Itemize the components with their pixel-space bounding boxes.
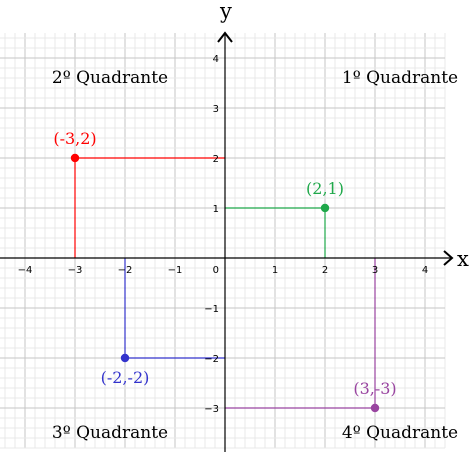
x-axis-label: x	[457, 247, 469, 271]
x-tick-label: −4	[18, 265, 33, 276]
y-tick-label: 2	[213, 154, 219, 165]
data-point	[121, 354, 129, 362]
quadrant-label: 3º Quadrante	[52, 423, 168, 443]
y-axis-label: y	[219, 0, 232, 23]
data-point	[321, 204, 329, 212]
y-tick-label: −3	[204, 404, 219, 415]
x-tick-label: 2	[322, 265, 328, 276]
point-label: (2,1)	[306, 179, 344, 198]
x-tick-label: 1	[272, 265, 278, 276]
point-label: (-2,-2)	[101, 368, 150, 387]
point-label: (3,-3)	[353, 379, 396, 398]
x-tick-label: 4	[422, 265, 428, 276]
data-point	[371, 404, 379, 412]
point-label: (-3,2)	[53, 129, 96, 148]
y-tick-label: 4	[213, 54, 219, 65]
y-tick-label: −2	[204, 354, 219, 365]
y-tick-label: −1	[204, 304, 219, 315]
x-tick-label: −1	[168, 265, 183, 276]
x-tick-label: −2	[118, 265, 133, 276]
y-tick-label: 1	[213, 204, 219, 215]
quadrant-label: 4º Quadrante	[342, 423, 458, 443]
origin-label: 0	[213, 265, 219, 276]
x-tick-label: 3	[372, 265, 378, 276]
data-point	[71, 154, 79, 162]
y-tick-label: 3	[213, 104, 219, 115]
quadrant-label: 2º Quadrante	[52, 68, 168, 88]
x-tick-label: −3	[68, 265, 83, 276]
quadrant-label: 1º Quadrante	[342, 68, 458, 88]
